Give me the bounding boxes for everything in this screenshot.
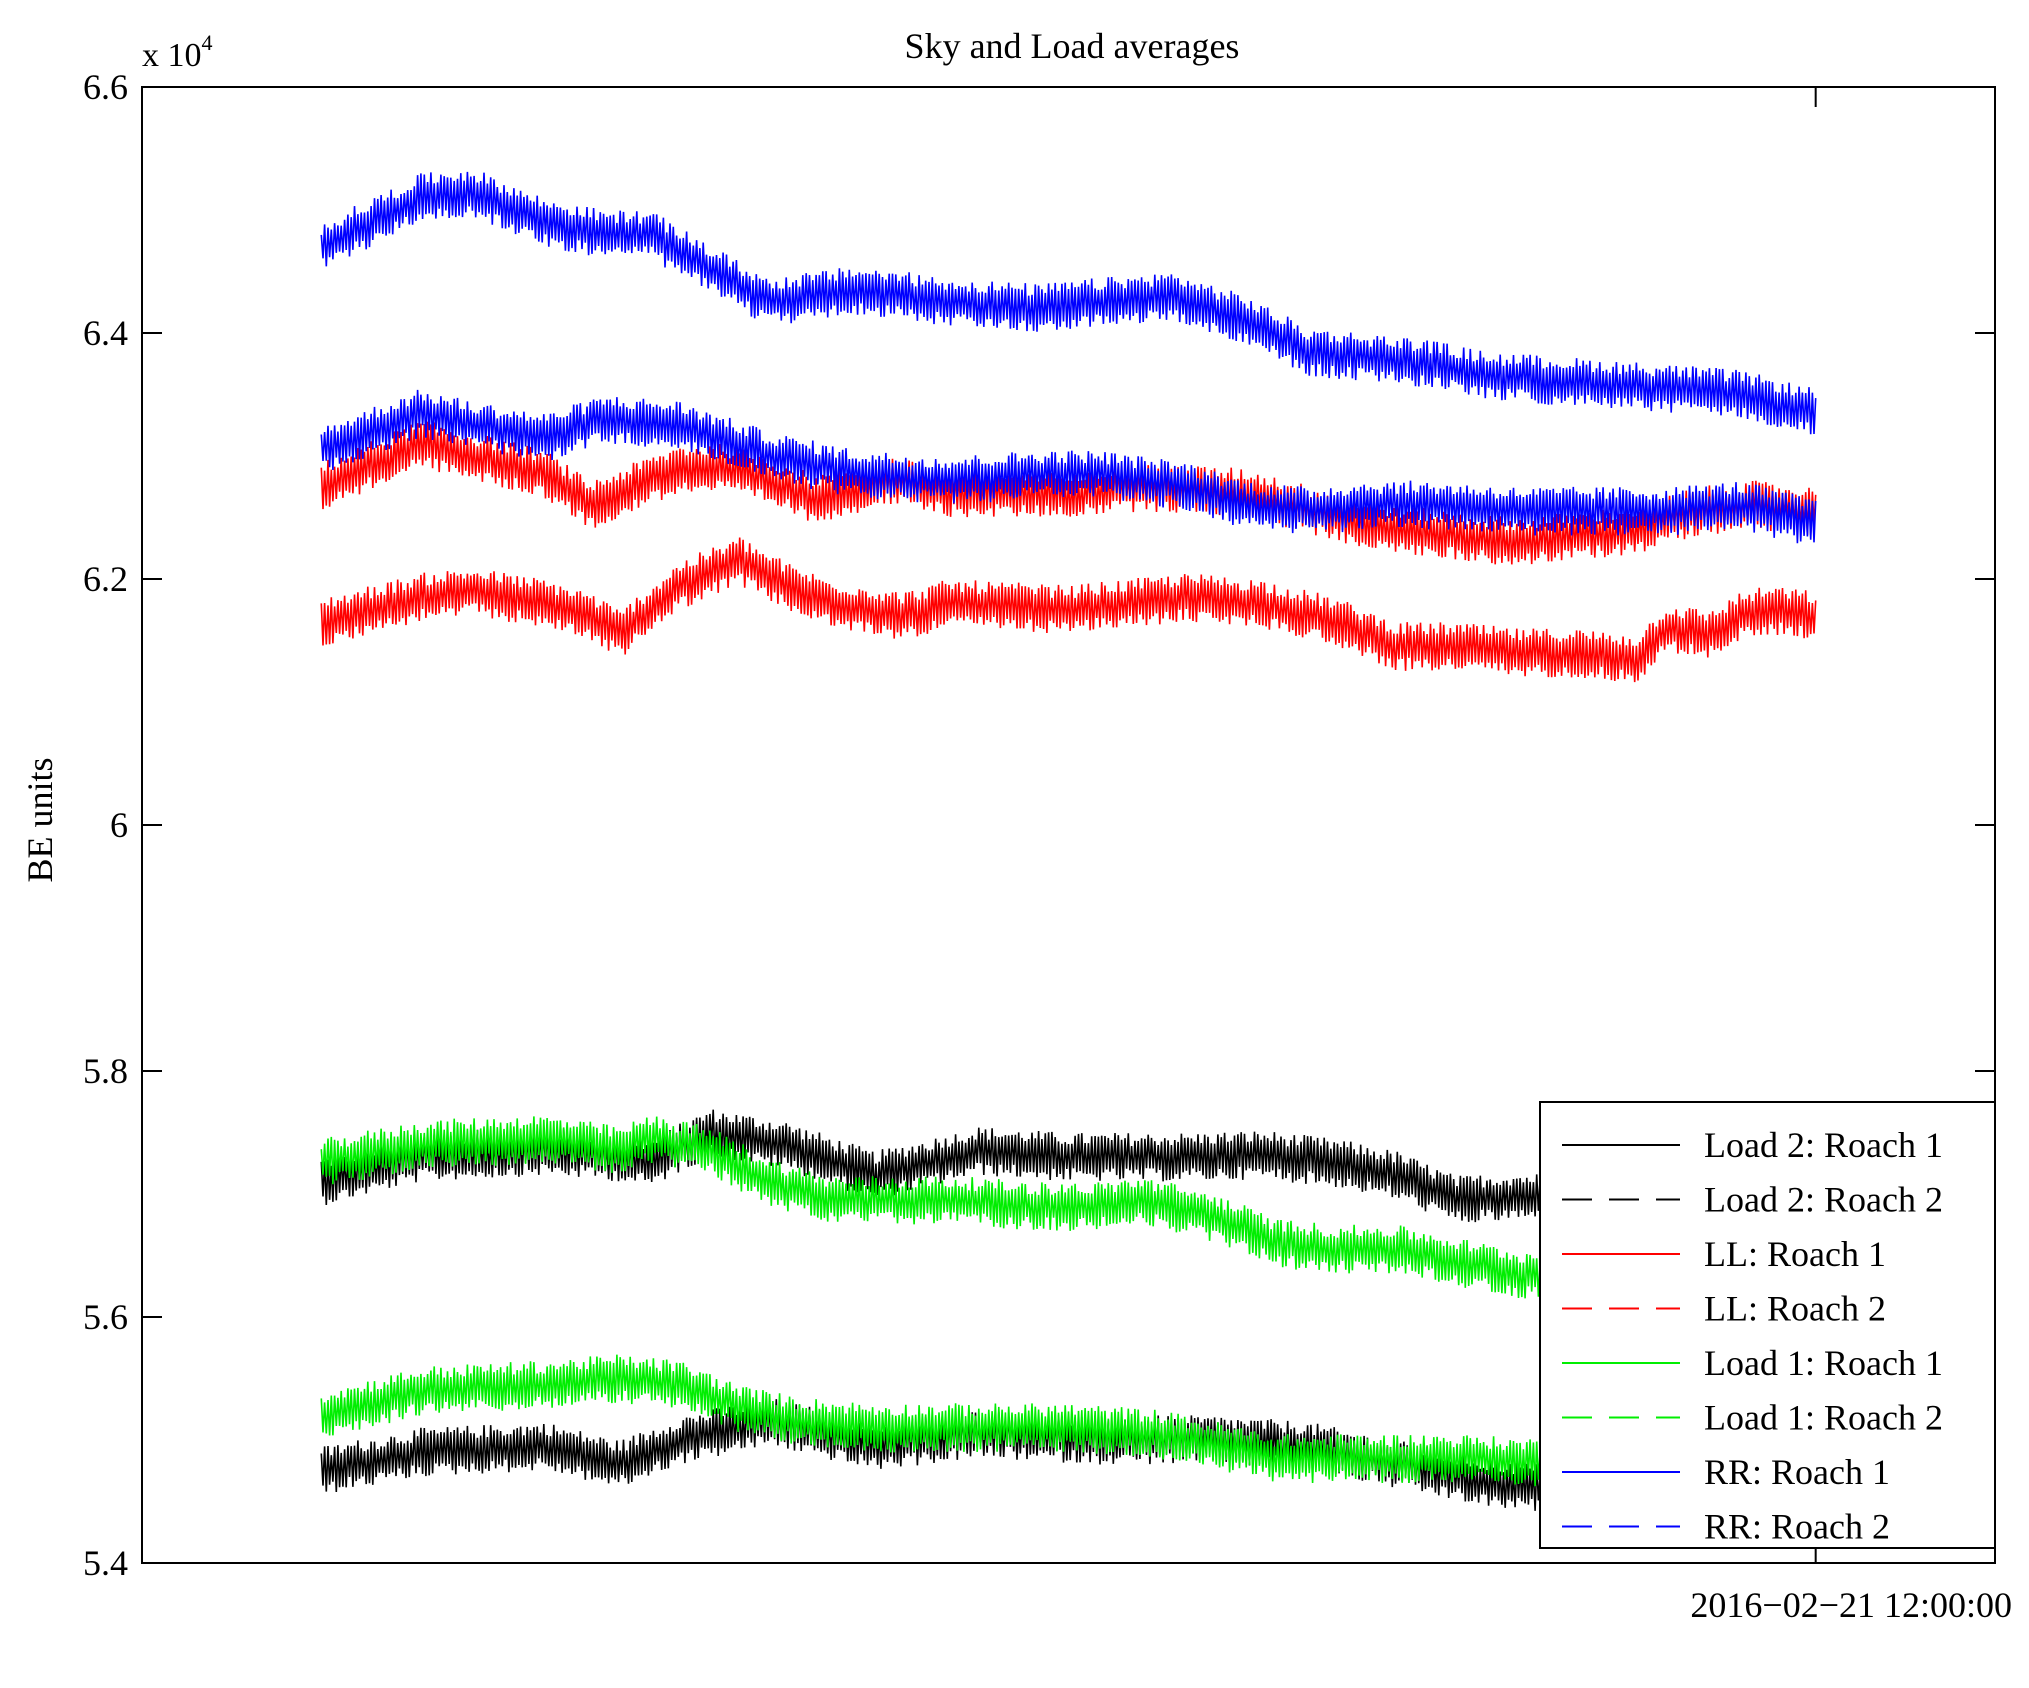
y-multiplier-base: x 10 bbox=[142, 37, 202, 74]
x-tick-label: 2016−02−21 12:00:00 bbox=[1690, 1585, 2012, 1625]
legend-label: LL: Roach 1 bbox=[1704, 1234, 1886, 1274]
y-axis-label: BE units bbox=[20, 757, 60, 882]
legend-label: RR: Roach 2 bbox=[1704, 1507, 1890, 1547]
legend-label: Load 1: Roach 2 bbox=[1704, 1398, 1943, 1438]
legend-label: LL: Roach 2 bbox=[1704, 1289, 1886, 1329]
y-tick-label: 5.4 bbox=[83, 1543, 128, 1583]
legend-box bbox=[1539, 1101, 1996, 1549]
series-line-3 bbox=[320, 537, 1817, 683]
axes-layer: 5.4 5.6 5.8 6 6.2 6.4 6.6 2016−02−21 12:00:00 bbox=[83, 67, 2012, 1625]
chart-title: Sky and Load averages bbox=[905, 26, 1240, 66]
legend-label: RR: Roach 1 bbox=[1704, 1452, 1890, 1492]
series-line-4 bbox=[320, 421, 1817, 565]
y-tick-label: 6.4 bbox=[83, 313, 128, 353]
y-axis-multiplier: x 104 bbox=[142, 30, 213, 74]
y-multiplier-exponent: 4 bbox=[202, 30, 213, 55]
y-tick-label: 6.6 bbox=[83, 67, 128, 107]
series-line-8 bbox=[320, 389, 1817, 544]
legend: Load 2: Roach 1 Load 2: Roach 2 LL: Roach … bbox=[1539, 1101, 1996, 1549]
y-tick-label: 6.2 bbox=[83, 559, 128, 599]
series-line-7 bbox=[320, 171, 1817, 435]
legend-label: Load 2: Roach 2 bbox=[1704, 1180, 1943, 1220]
legend-label: Load 1: Roach 1 bbox=[1704, 1343, 1943, 1383]
y-tick-label: 6 bbox=[110, 805, 128, 845]
y-tick-label: 5.8 bbox=[83, 1051, 128, 1091]
legend-label: Load 2: Roach 1 bbox=[1704, 1125, 1943, 1165]
y-tick-label: 5.6 bbox=[83, 1297, 128, 1337]
series-line-2 bbox=[320, 1398, 1727, 1520]
